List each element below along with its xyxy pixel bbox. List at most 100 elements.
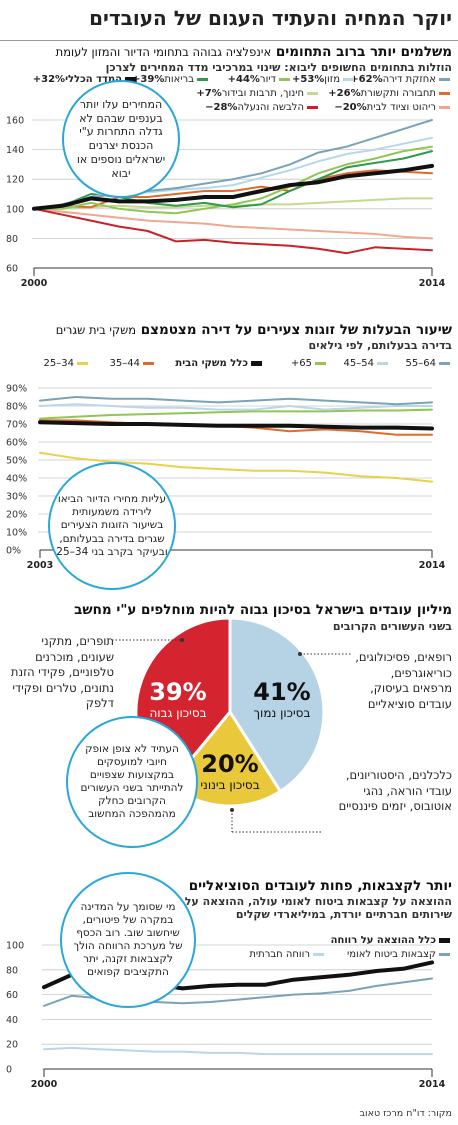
legend-change-value: +53% <box>288 74 325 85</box>
x-tick-label: 2014 <box>419 560 446 570</box>
y-tick-label: 60% <box>6 438 27 449</box>
series-line-g55_64 <box>39 396 433 406</box>
legend-label: תחבורה ותקשורת <box>360 88 436 99</box>
s3-pie-chart: 41%בסיכון נמוך 20%בסיכון בינוני 39%בסיכון … <box>134 616 326 808</box>
legend-item-furniture: ריהוט וציוד לבית −20% <box>331 102 450 113</box>
series-line-all <box>38 420 434 431</box>
y-tick-label: 40% <box>6 474 27 485</box>
series-line-clothing <box>33 207 433 255</box>
y-tick-label: 160 <box>6 116 24 127</box>
s3-note-low-risk: רופאים, פסיכולוגים, כוריאוגרפים, מרפאים … <box>355 650 452 711</box>
legend-swatch <box>315 361 326 365</box>
legend-label: המדד הכללי <box>65 74 122 85</box>
legend-swatch <box>251 360 262 366</box>
legend-item-education: חינוך, תרבות ובידור +7% <box>193 88 318 99</box>
legend-label: חינוך, תרבות ובידור <box>221 88 304 99</box>
legend-item-clothing: הלבשה והנעלה −28% <box>202 102 318 113</box>
y-tick-label: 140 <box>6 145 24 156</box>
legend-swatch <box>313 952 324 956</box>
legend-item-total: המדד הכללי +32% <box>29 74 136 85</box>
series-line-welfare <box>43 1046 433 1056</box>
legend-item-g45_54: 54–45 <box>344 358 388 369</box>
s1-callout-bubble: המחירים עלו יותר בענפים שבהם לא גדלה התח… <box>62 80 180 198</box>
s3-subtitle: בשני העשורים הקרובים <box>332 620 452 633</box>
x-tick-label: 2000 <box>21 278 48 289</box>
pie-label-medium: בסיכון בינוני <box>200 778 259 792</box>
title-rule <box>0 40 458 41</box>
series-line-g25_34 <box>39 451 433 483</box>
legend-label: דיור <box>259 74 276 85</box>
legend-swatch <box>439 105 450 109</box>
legend-label: כלל משקי הבית <box>175 358 248 369</box>
legend-item-food: מזון +53% <box>288 74 354 85</box>
s1-subtitle: הוזלות בתחומים החשופים ליבוא: שינוי במרכ… <box>105 61 452 74</box>
legend-swatch <box>143 361 154 365</box>
legend-item-g35_44: 44–35 <box>110 358 154 369</box>
x-tick-label: 2000 <box>31 1079 58 1090</box>
legend-change-value: +39% <box>128 74 165 85</box>
leader-high-dot <box>180 638 184 642</box>
legend-item-apartments: אחזקת דירה +62% <box>347 74 450 85</box>
y-tick-label: 50% <box>6 456 27 467</box>
legend-change-value: +44% <box>224 74 260 85</box>
x-tick-label: 2003 <box>27 560 53 570</box>
pie-label-high: בסיכון גבוה <box>149 706 206 720</box>
y-tick-label: 20 <box>6 1040 18 1051</box>
legend-item-transport: תחבורה ותקשורת +26% <box>325 88 450 99</box>
legend-item-total: כלל ההוצאה על רווחה <box>331 935 450 946</box>
legend-swatch <box>439 77 450 81</box>
legend-swatch <box>125 76 136 82</box>
y-tick-label: 70% <box>6 420 27 431</box>
y-tick-label: 10% <box>6 528 27 539</box>
y-tick-label: 100 <box>6 204 24 215</box>
legend-swatch <box>439 952 450 956</box>
s2-title: שיעור הבעלות של זוגות צעירים על דירה מצט… <box>56 322 452 338</box>
pie-value-high: 39% <box>149 678 206 706</box>
legend-item-nii: קצבאות ביטוח לאומי <box>347 949 450 960</box>
x-tick-label: 2014 <box>419 278 446 289</box>
legend-swatch <box>77 361 88 365</box>
s1-title: משלמים יותר ברוב התחומים אינפלציה גבוהה … <box>56 44 452 60</box>
legend-swatch <box>197 77 208 81</box>
legend-label: 44–35 <box>109 358 140 369</box>
legend-item-g55_64: 64–55 <box>406 358 450 369</box>
legend-swatch <box>307 91 318 95</box>
series-line-g65 <box>39 408 433 420</box>
legend-item-g25_34: 34–25 <box>44 358 88 369</box>
legend-label: בריאות <box>164 74 194 85</box>
legend-swatch <box>439 91 450 95</box>
legend-item-g65: 65+ <box>291 358 326 369</box>
series-line-g45_54 <box>39 403 433 411</box>
series-line-total <box>32 163 434 211</box>
y-tick-label: 40 <box>6 1015 18 1026</box>
x-tick-label: 2014 <box>419 1079 446 1090</box>
legend-label: 34–25 <box>43 358 74 369</box>
s3-note-high-risk: תופרים, מתקני שעונים, מוכרנים טלפוניים, … <box>10 634 114 711</box>
legend-item-housing: דיור +44% <box>224 74 290 85</box>
legend-change-value: −28% <box>201 102 238 113</box>
legend-item-welfare: רווחה חברתית <box>249 949 324 960</box>
legend-swatch <box>439 361 450 365</box>
s1-title-bold: משלמים יותר ברוב התחומים <box>275 44 452 60</box>
source-note: מקור: דו"ח מרכז טאוב <box>359 1108 452 1119</box>
s3-title: מיליון עובדים בישראל בסיכון גבוה להיות מ… <box>74 602 452 618</box>
leader-medium-dot <box>230 808 234 812</box>
legend-swatch <box>343 77 354 81</box>
series-line-apartments <box>33 119 433 210</box>
legend-swatch <box>439 937 450 943</box>
legend-label: 64–55 <box>405 358 436 369</box>
pie-value-low: 41% <box>253 678 310 706</box>
pie-value-medium: 20% <box>201 750 258 778</box>
s3-callout-bubble: העתיד לא צופן אופק חיובי למועסקים במקצוע… <box>66 716 198 848</box>
y-tick-label: 80 <box>6 234 18 245</box>
y-tick-label: 60 <box>6 990 18 1001</box>
y-tick-label: 0 <box>6 1065 12 1076</box>
s2-title-rest: משקי בית שגרים <box>55 323 137 337</box>
y-tick-label: 20% <box>6 510 27 521</box>
y-tick-label: 80 <box>6 965 18 976</box>
legend-swatch <box>307 105 318 109</box>
legend-label: אחזקת דירה <box>382 74 436 85</box>
y-tick-label: 120 <box>6 175 24 186</box>
s2-line-chart: 0% 10% 20% 30% 40% 50% 60% 70% 80% 90% 2003 2014 <box>6 384 446 571</box>
